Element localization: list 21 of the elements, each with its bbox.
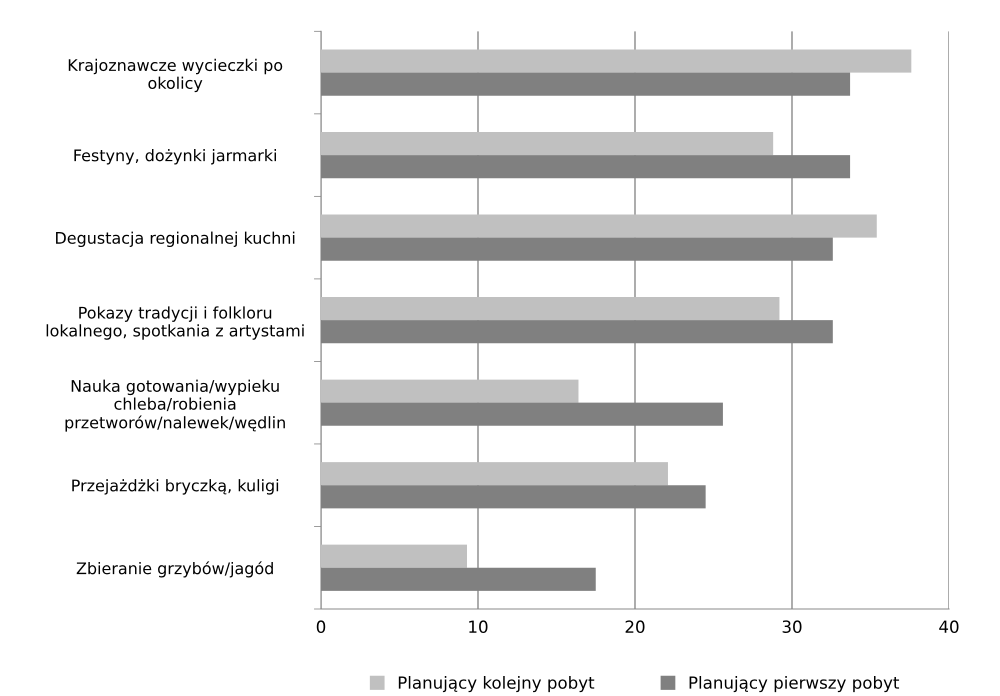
legend-label: Planujący kolejny pobyt — [398, 676, 594, 692]
x-tick-label: 10 — [469, 620, 488, 634]
bar — [321, 462, 668, 486]
bar — [321, 544, 468, 568]
x-tick-label: 20 — [626, 620, 644, 634]
y-tick-label: Nauka gotowania/wypieku chleba/robienia przetworów/nalewek/wędlin — [66, 380, 285, 432]
y-tick-label: Zbieranie grzybów/jagód — [76, 561, 273, 578]
x-tick-label: 40 — [939, 620, 958, 634]
bar — [321, 49, 912, 73]
y-tick-label: Pokazy tradycji i folkloru lokalnego, spotkania z artystami — [46, 306, 304, 340]
x-tick-label: 0 — [316, 620, 326, 634]
bar — [321, 132, 774, 156]
x-tick-label: 30 — [782, 620, 802, 634]
y-tick-label: Degustacja regionalnej kuchni — [56, 232, 294, 248]
bar — [321, 297, 780, 320]
bar — [321, 380, 578, 403]
y-tick-label: Przejażdżki bryczką, kuligi — [72, 479, 278, 495]
bar — [321, 214, 877, 238]
y-tick-label: Krajoznawcze wycieczki po okolicy — [68, 58, 282, 92]
y-tick-label: Festyny, dożynki jarmarki — [74, 149, 276, 164]
legend-label: Planujący pierwszy pobyt — [690, 676, 900, 692]
